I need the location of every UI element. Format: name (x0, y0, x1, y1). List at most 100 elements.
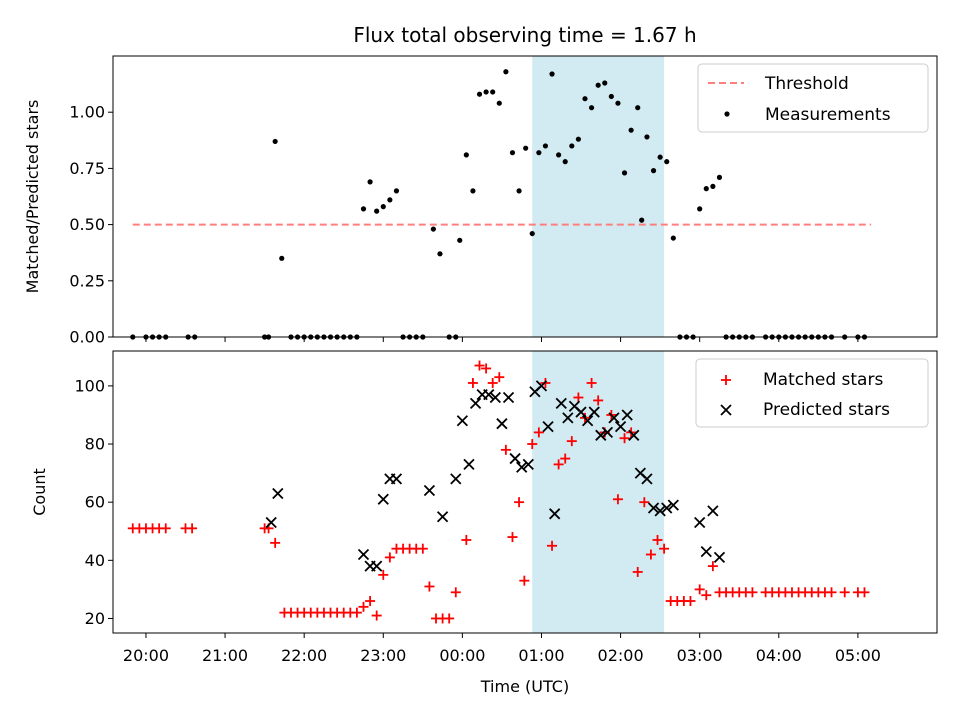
x-marker-b (581, 415, 594, 427)
measurement-point (635, 105, 641, 111)
matched-star-point (645, 549, 656, 560)
measurement-point (490, 89, 496, 95)
measurement-point (588, 105, 595, 111)
matched-star-point (694, 584, 705, 595)
x-marker-b (621, 409, 633, 421)
x-tick-label: 00:00 (439, 646, 485, 665)
predicted-star-point (272, 487, 284, 500)
predicted-star-point (469, 397, 482, 409)
top-legend: Threshold Measurements (697, 63, 929, 133)
predicted-star-point (371, 560, 383, 572)
matched-star-point (187, 523, 198, 534)
y-tick-label: 60 (85, 493, 105, 512)
measurement-point (644, 134, 650, 140)
measurement-point (628, 127, 634, 133)
x-marker-b (456, 415, 469, 427)
x-marker-b (588, 406, 600, 418)
y-tick-label: 80 (85, 435, 105, 454)
x-marker-b (535, 380, 548, 392)
matched-star-point (701, 590, 712, 601)
predicted-star-point (667, 499, 679, 511)
predicted-star-point (265, 516, 277, 529)
matched-star-point (527, 439, 538, 450)
matched-star-point (358, 601, 369, 612)
legend-threshold-label: Threshold (764, 74, 849, 94)
x-marker-b (436, 511, 449, 523)
predicted-star-point (581, 415, 594, 427)
top-y-ticks: 0.00 0.25 0.50 0.75 1.00 (69, 103, 113, 347)
matched-star-point (461, 534, 472, 545)
x-marker-b (555, 397, 567, 409)
predicted-star-point (700, 545, 712, 558)
bottom-shaded-interval (532, 351, 665, 633)
predicted-star-point (483, 388, 495, 401)
x-marker-b (700, 545, 712, 558)
measurement-point (536, 150, 542, 156)
matched-star-point (533, 427, 544, 438)
measurement-point (516, 188, 522, 194)
matched-star-point (384, 552, 395, 563)
predicted-star-point (654, 505, 666, 517)
measurement-point (272, 138, 278, 145)
measurement-point (710, 183, 716, 189)
bottom-y-ticks: 20 40 60 80 100 (74, 376, 113, 628)
bottom-axes-frame (112, 350, 938, 634)
predicted-star-point (628, 429, 640, 441)
x-tick-label: 22:00 (281, 646, 327, 665)
x-marker-b (502, 391, 515, 404)
measurement-point (542, 143, 549, 149)
y-tick-label: 1.00 (69, 103, 105, 122)
x-marker-b (713, 551, 726, 564)
y-tick-label: 0.00 (69, 328, 105, 347)
x-axis-label: Time (UTC) (480, 677, 569, 696)
predicted-star-point (555, 397, 567, 409)
matched-star-point (494, 372, 505, 383)
predicted-star-point (450, 473, 462, 485)
matched-star-point (566, 436, 577, 447)
measurement-point (582, 96, 588, 102)
legend-measurements-swatch (724, 111, 730, 117)
x-marker-b (390, 473, 403, 485)
x-marker-b (595, 429, 607, 441)
x-tick-label: 01:00 (518, 646, 564, 665)
matched-star-point (826, 587, 837, 598)
matched-star-point (747, 587, 758, 598)
measurement-point (595, 82, 601, 88)
predicted-star-point (614, 420, 627, 433)
measurement-point (367, 179, 373, 185)
x-marker-b (272, 487, 284, 500)
matched-star-point (424, 581, 435, 592)
measurement-point (476, 91, 483, 97)
matched-star-point (160, 523, 171, 534)
predicted-star-point (436, 511, 449, 523)
x-marker-b (601, 426, 614, 439)
x-marker-b (483, 388, 495, 401)
measurement-point (556, 152, 562, 158)
matched-star-point (619, 433, 630, 444)
measurement-point (483, 89, 489, 95)
y-tick-label: 40 (85, 551, 105, 570)
measurement-point (523, 145, 529, 151)
predicted-star-point (390, 473, 403, 485)
measurement-point (496, 100, 502, 106)
measurement-point (569, 143, 575, 149)
x-marker-b (371, 560, 383, 572)
y-tick-label: 0.75 (69, 159, 105, 178)
legend-predicted-label: Predicted stars (763, 400, 890, 420)
x-marker-b (661, 502, 673, 514)
measurement-point (393, 188, 400, 194)
x-marker-b (377, 493, 389, 505)
measurement-point (430, 226, 436, 232)
predicted-star-point (707, 505, 719, 517)
measurement-point (608, 93, 614, 100)
predicted-star-point (595, 429, 607, 441)
x-marker-b (720, 404, 732, 416)
x-marker-b (562, 412, 574, 424)
x-tick-label: 02:00 (598, 646, 644, 665)
matched-star-point (652, 534, 663, 545)
measurement-point (657, 154, 663, 160)
predicted-star-point (641, 473, 653, 485)
matched-star-point (514, 497, 525, 508)
matched-star-point (371, 610, 382, 621)
